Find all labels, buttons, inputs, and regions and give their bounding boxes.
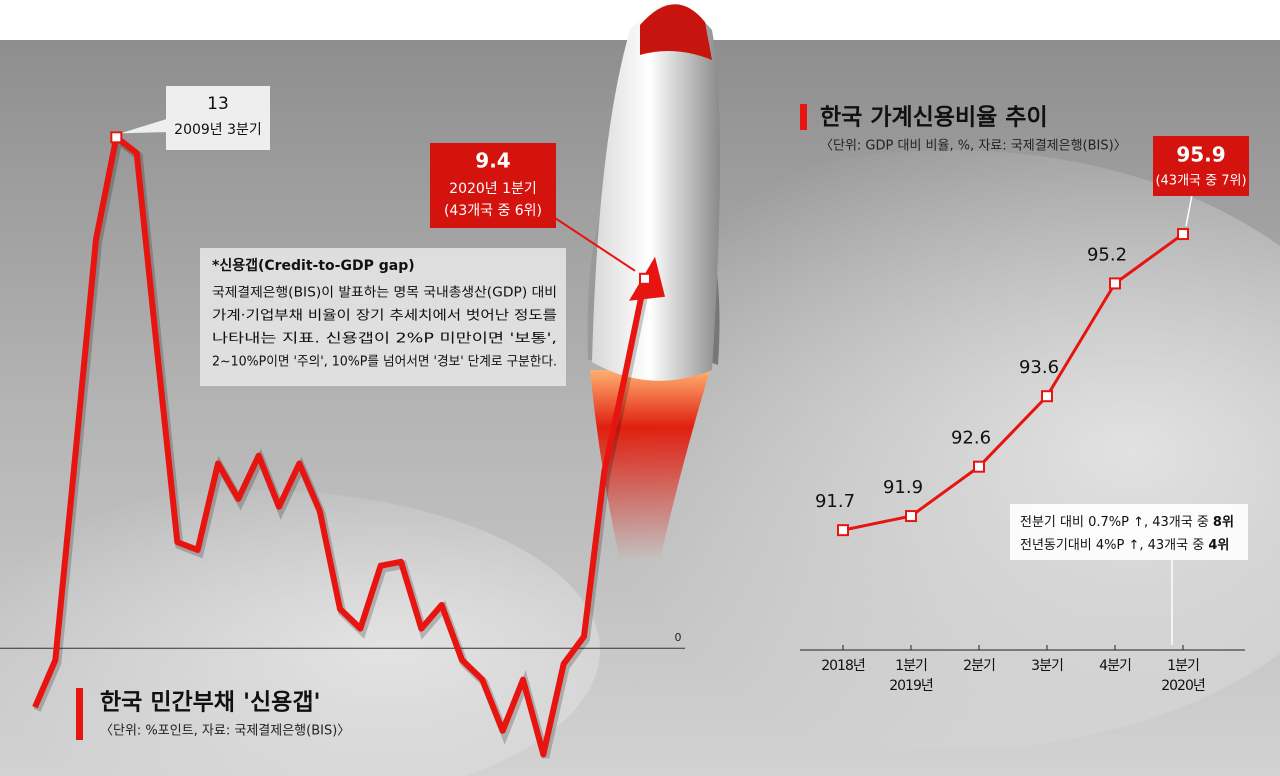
callout-pointer: [1185, 194, 1193, 227]
title-bar: [76, 688, 83, 740]
note-part: 전분기 대비 0.7%P ↑, 43개국 중: [1020, 515, 1213, 530]
note-line: 가계·기업부채 비율이 장기 추세치에서 벗어난 정도를: [212, 309, 557, 324]
value-label: 9.4: [475, 149, 510, 173]
value-label: 13: [207, 94, 229, 114]
note-box: [200, 248, 566, 386]
marker: [837, 524, 849, 537]
callout-pointer: [554, 217, 636, 272]
callout-box: [430, 143, 556, 228]
note-line: 전분기 대비 0.7%P ↑, 43개국 중 8위: [1020, 515, 1234, 530]
value-label: 92.6: [951, 428, 991, 449]
peak-marker: [110, 131, 123, 144]
marker: [1177, 228, 1189, 241]
annotation: (43개국 중 7위): [1155, 174, 1246, 189]
note-line: 2∼10%P이면 '주의', 10%P를 넘어서면 '경보' 단계로 구분한다.: [212, 355, 557, 370]
value-label: 91.9: [883, 477, 923, 498]
x-tick-label: 3분기: [1031, 658, 1064, 674]
callout-box: [1153, 136, 1249, 196]
note-line: 전년동기대비 4%P ↑, 43개국 중 4위: [1020, 538, 1229, 553]
x-tick-label: 1분기 2020년: [1161, 658, 1206, 694]
title-bar: [800, 104, 807, 130]
chart-title: 한국 가계신용비율 추이: [820, 105, 1048, 131]
value-label: 95.9: [1176, 143, 1225, 167]
credit-gap-line: [32, 134, 648, 758]
value-label: 91.7: [815, 491, 855, 512]
note-part: 전년동기대비 4%P ↑, 43개국 중: [1020, 538, 1208, 553]
marker: [1109, 277, 1121, 290]
last-marker: [639, 272, 651, 285]
value-label: 95.2: [1087, 244, 1127, 265]
annotation: 2020년 1분기: [449, 181, 537, 197]
ratio-line: [842, 232, 1184, 532]
note-box: [1010, 504, 1248, 560]
annotation: (43개국 중 6위): [444, 203, 542, 219]
note-line: 국제결제은행(BIS)이 발표하는 명목 국내총생산(GDP) 대비: [212, 285, 557, 301]
marker: [905, 510, 917, 523]
callout-pointer: [120, 118, 170, 134]
callout-box: [166, 86, 270, 150]
chart-subtitle: 〈단위: GDP 대비 비율, %, 자료: 국제결제은행(BIS)〉: [820, 138, 1127, 154]
x-tick-label: 2018년: [821, 658, 866, 674]
note-part: 8위: [1213, 515, 1234, 530]
note-line: 나타내는 지표. 신용갭이 2%P 미만이면 '보통',: [212, 332, 557, 347]
marker: [1041, 390, 1053, 403]
chart-title: 한국 민간부채 '신용갭': [100, 690, 321, 716]
note-title: *신용갭(Credit-to-GDP gap): [212, 257, 415, 274]
value-label: 93.6: [1019, 357, 1059, 378]
x-tick-label: 2분기: [963, 658, 996, 674]
cloud: [0, 490, 600, 776]
x-tick-label: 4분기: [1099, 658, 1132, 674]
chart-subtitle: 〈단위: %포인트, 자료: 국제결제은행(BIS)〉: [100, 723, 350, 739]
marker: [973, 460, 985, 473]
annotation: 2009년 3분기: [174, 122, 262, 138]
x-tick-label: 1분기 2019년: [889, 658, 934, 694]
note-part: 4위: [1208, 538, 1229, 553]
y-tick-label: 0: [675, 631, 682, 644]
